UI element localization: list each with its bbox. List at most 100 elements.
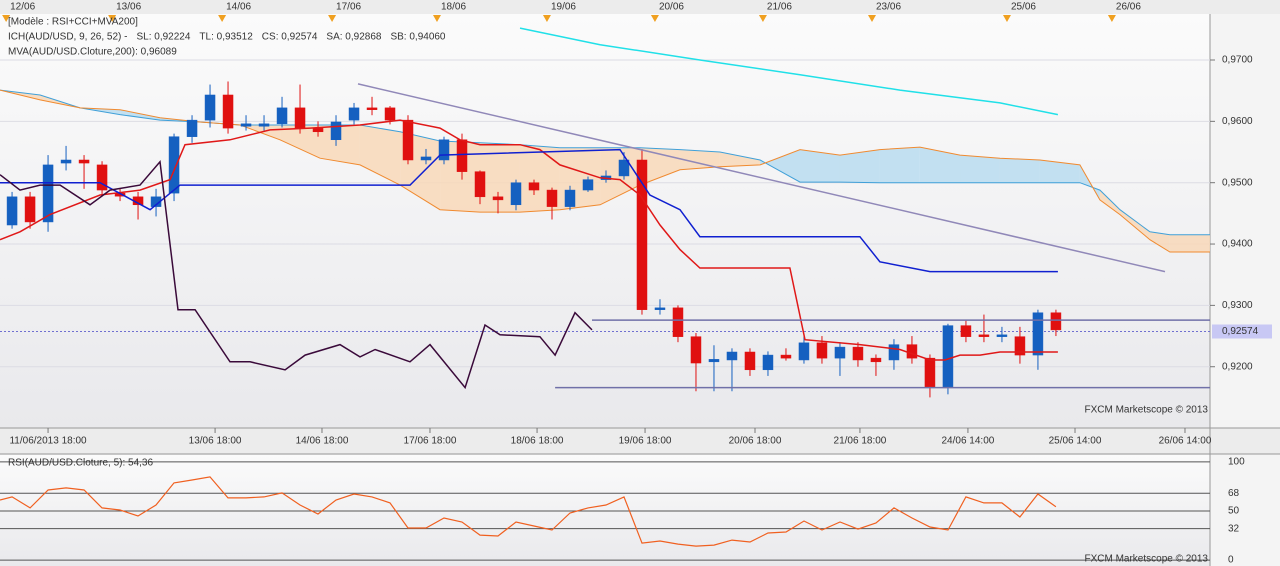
date-marker — [432, 15, 441, 22]
cloud-fill — [280, 125, 321, 159]
watermark: FXCM Marketscope © 2013 — [1084, 554, 1208, 565]
date-label: 20/06 — [659, 2, 684, 13]
candle-body — [942, 325, 954, 388]
indicator-label: TL: 0,93512 — [199, 32, 253, 43]
date-label: 14/06 — [226, 2, 251, 13]
date-label: 12/06 — [10, 2, 35, 13]
date-label: 13/06 — [116, 2, 141, 13]
date-marker — [218, 15, 227, 22]
candle-body — [708, 359, 720, 363]
indicator-line — [0, 119, 1058, 361]
cloud-fill — [480, 142, 520, 213]
candle-body — [204, 94, 216, 121]
x-tick-label: 26/06 14:00 — [1159, 436, 1212, 447]
candle-body — [564, 189, 576, 207]
date-label: 21/06 — [767, 2, 792, 13]
x-tick-label: 11/06/2013 18:00 — [9, 436, 87, 447]
candle-body — [582, 179, 594, 191]
current-price-label: 0,92574 — [1222, 326, 1259, 337]
candle-body — [726, 351, 738, 361]
candle-body — [528, 182, 540, 191]
watermark: FXCM Marketscope © 2013 — [1084, 405, 1208, 416]
candle-body — [1014, 336, 1026, 356]
cloud-fill — [1099, 190, 1121, 215]
y-tick-label: 0,9200 — [1222, 361, 1253, 372]
mva-label: MVA(AUD/USD.Cloture,200): 0,96089 — [8, 47, 177, 58]
y-tick-label: 0,9700 — [1222, 55, 1253, 66]
candle-body — [492, 196, 504, 201]
y-tick-label: 100 — [1228, 457, 1245, 468]
date-label: 26/06 — [1116, 2, 1141, 13]
rsi-axis — [1210, 455, 1280, 566]
indicator-line — [0, 160, 593, 390]
date-marker — [1002, 15, 1011, 22]
cloud-fill — [440, 140, 481, 213]
candle-body — [996, 334, 1008, 337]
indicator-label: SL: 0,92224 — [136, 32, 190, 43]
candle-body — [276, 107, 288, 125]
y-tick-label: 0,9300 — [1222, 300, 1253, 311]
candle-body — [744, 351, 756, 371]
date-marker — [758, 15, 767, 22]
candle-body — [780, 354, 792, 359]
candle-body — [258, 123, 270, 127]
price-axis — [1210, 14, 1280, 428]
candle-body — [852, 346, 864, 361]
indicator-label: SA: 0,92868 — [326, 32, 381, 43]
y-tick-label: 0,9400 — [1222, 239, 1253, 250]
candle-body — [186, 119, 198, 137]
y-tick-label: 32 — [1228, 523, 1240, 534]
candle-body — [330, 121, 342, 141]
cloud-fill — [1149, 231, 1170, 253]
date-marker — [1107, 15, 1116, 22]
cloud-fill — [320, 125, 360, 165]
cloud-fill — [919, 147, 961, 183]
x-tick-label: 19/06 18:00 — [619, 436, 672, 447]
rsi-line — [0, 476, 1057, 547]
cloud-fill — [800, 149, 840, 183]
candle-body — [42, 164, 54, 223]
y-tick-label: 0,9600 — [1222, 116, 1253, 127]
cloud-fill — [600, 147, 641, 205]
x-tick-label: 13/06 18:00 — [189, 436, 242, 447]
candle-body — [1050, 312, 1062, 331]
date-marker — [867, 15, 876, 22]
candle-body — [402, 119, 414, 161]
date-strip — [0, 0, 1280, 14]
indicator-line — [357, 83, 1166, 273]
cloud-fill — [1169, 234, 1210, 253]
candle-body — [798, 342, 810, 361]
candle-body — [150, 196, 162, 207]
date-marker — [2, 15, 11, 22]
template-label: [Modèle : RSI+CCI+MVA200] — [8, 17, 138, 28]
cloud-fill — [1120, 209, 1150, 240]
candle-body — [6, 196, 18, 226]
candle-body — [924, 357, 936, 388]
x-tick-label: 24/06 14:00 — [942, 436, 995, 447]
indicator-label: CS: 0,92574 — [262, 32, 318, 43]
y-tick-label: 0 — [1228, 555, 1234, 566]
candle-body — [438, 139, 450, 161]
candle-body — [762, 354, 774, 371]
candle-body — [222, 94, 234, 129]
cloud-fill — [960, 155, 1000, 183]
cloud-fill — [879, 147, 920, 183]
date-marker — [542, 15, 551, 22]
candle-body — [960, 325, 972, 337]
y-tick-label: 50 — [1228, 506, 1240, 517]
cloud-fill — [120, 109, 161, 121]
date-label: 17/06 — [336, 2, 361, 13]
date-marker — [650, 15, 659, 22]
candle-body — [546, 189, 558, 207]
x-tick-label: 18/06 18:00 — [511, 436, 564, 447]
cloud-fill — [760, 149, 801, 183]
date-label: 18/06 — [441, 2, 466, 13]
cloud-fill — [999, 158, 1040, 183]
date-marker — [108, 15, 117, 22]
x-tick-label: 17/06 18:00 — [404, 436, 457, 447]
main-plot-area — [0, 14, 1210, 428]
candle-body — [24, 196, 36, 223]
date-marker — [328, 15, 337, 22]
candle-body — [60, 159, 72, 164]
